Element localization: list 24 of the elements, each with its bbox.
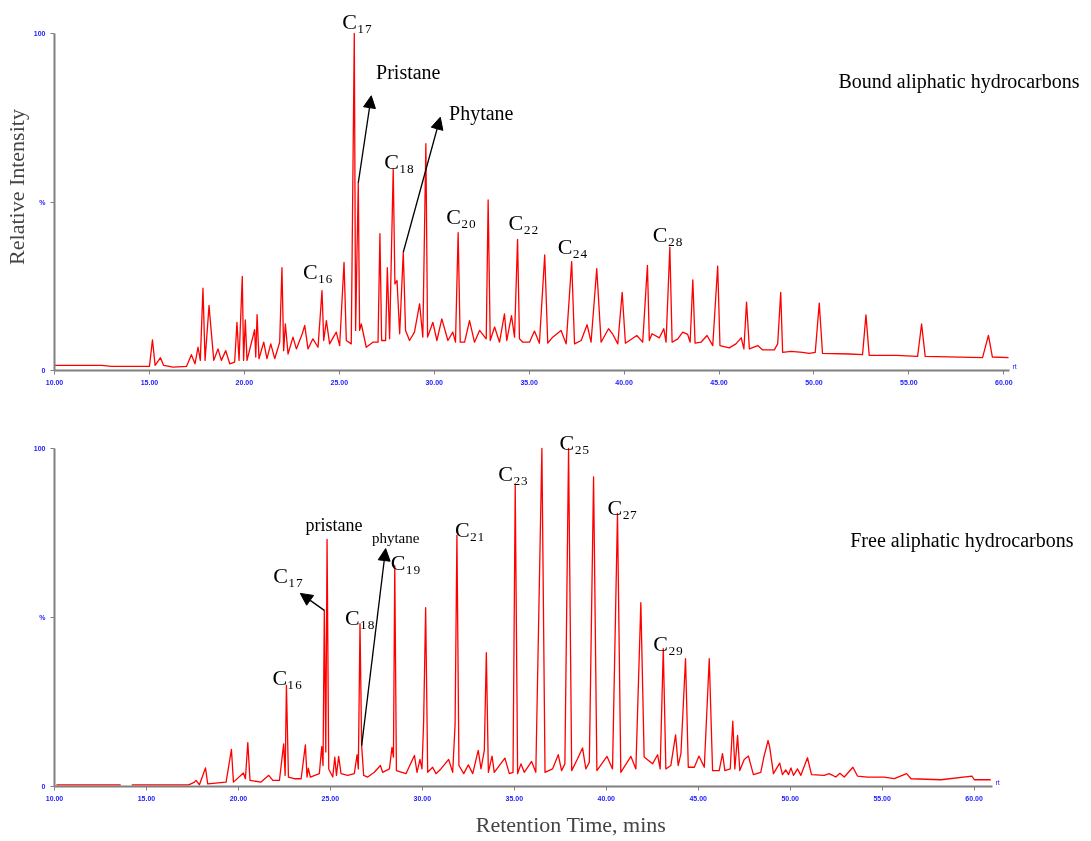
annotation: C₁₈	[344, 604, 375, 630]
annotation: C₂₁	[454, 517, 485, 543]
annotation: C₁₉	[390, 550, 421, 576]
text: Bound aliphatic hydrocarbons	[838, 69, 1080, 93]
annotation: C₁₇	[273, 563, 304, 589]
text: Free aliphatic hydrocarbons	[850, 528, 1074, 552]
annotation: C₂₈	[652, 222, 683, 248]
y-axis-title: Relative Intensity	[3, 109, 29, 265]
x-axis-title: Retention Time, mins	[475, 811, 666, 837]
annotation: C₂₃	[498, 461, 529, 487]
annotation: C₂₇	[607, 495, 638, 521]
annotation: phytane	[371, 529, 420, 546]
annotation: C₂₄	[557, 233, 588, 259]
annotation: C₁₆	[272, 665, 303, 691]
annotation: pristane	[305, 515, 363, 536]
annotation: C₁₈	[384, 148, 415, 174]
annotation: C₁₆	[303, 258, 334, 284]
annotation: C₂₂	[508, 210, 539, 236]
annotation: C₂₅	[559, 429, 590, 455]
annotation: Pristane	[376, 60, 441, 83]
annotation: C₂₉	[653, 630, 684, 656]
annotation: C₂₀	[446, 203, 477, 229]
annotation: Phytane	[449, 102, 514, 126]
annotation: C₁₇	[342, 8, 373, 34]
